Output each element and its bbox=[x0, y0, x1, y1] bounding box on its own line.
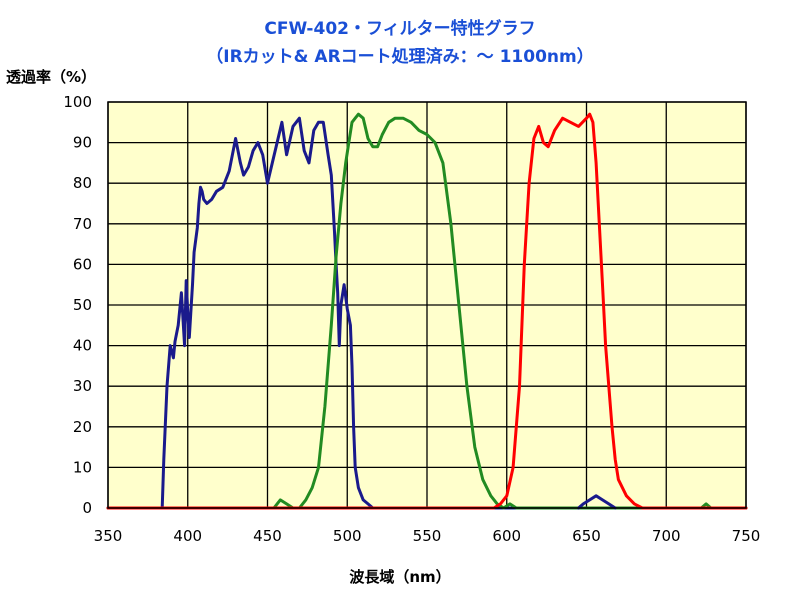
x-tick-label: 550 bbox=[413, 527, 442, 545]
y-tick-label: 80 bbox=[73, 174, 92, 192]
series-line-3 bbox=[577, 494, 617, 510]
y-tick-label: 0 bbox=[82, 499, 92, 517]
x-tick-label: 700 bbox=[652, 527, 681, 545]
chart-subtitle: （IRカット& ARコート処理済み：～ 1100nm） bbox=[206, 47, 594, 67]
y-tick-label: 60 bbox=[73, 255, 92, 273]
x-tick-label: 750 bbox=[732, 527, 761, 545]
y-tick-label: 90 bbox=[73, 134, 92, 152]
x-tick-label: 650 bbox=[572, 527, 601, 545]
tick-labels: 350 400 450 500 550 600 650 700 750 0 10 20 30 40 50 60… bbox=[63, 93, 760, 545]
x-tick-label: 350 bbox=[94, 527, 123, 545]
x-tick-label: 600 bbox=[492, 527, 521, 545]
series-line-0 bbox=[106, 116, 748, 510]
y-tick-label: 30 bbox=[73, 377, 92, 395]
y-tick-label: 10 bbox=[73, 458, 92, 476]
x-tick-label: 500 bbox=[333, 527, 362, 545]
y-axis-label: 透過率（%） bbox=[6, 68, 97, 86]
plot-frame bbox=[107, 101, 747, 509]
y-tick-label: 100 bbox=[63, 93, 92, 111]
x-tick-label: 400 bbox=[173, 527, 202, 545]
chart-title: CFW-402・フィルター特性グラフ bbox=[264, 19, 536, 39]
y-tick-label: 40 bbox=[73, 337, 92, 355]
x-axis-label: 波長域（nm） bbox=[349, 568, 451, 586]
y-tick-label: 20 bbox=[73, 418, 92, 436]
y-tick-label: 50 bbox=[73, 296, 92, 314]
series-line-2 bbox=[106, 112, 748, 510]
y-tick-label: 70 bbox=[73, 215, 92, 233]
x-tick-label: 450 bbox=[253, 527, 282, 545]
